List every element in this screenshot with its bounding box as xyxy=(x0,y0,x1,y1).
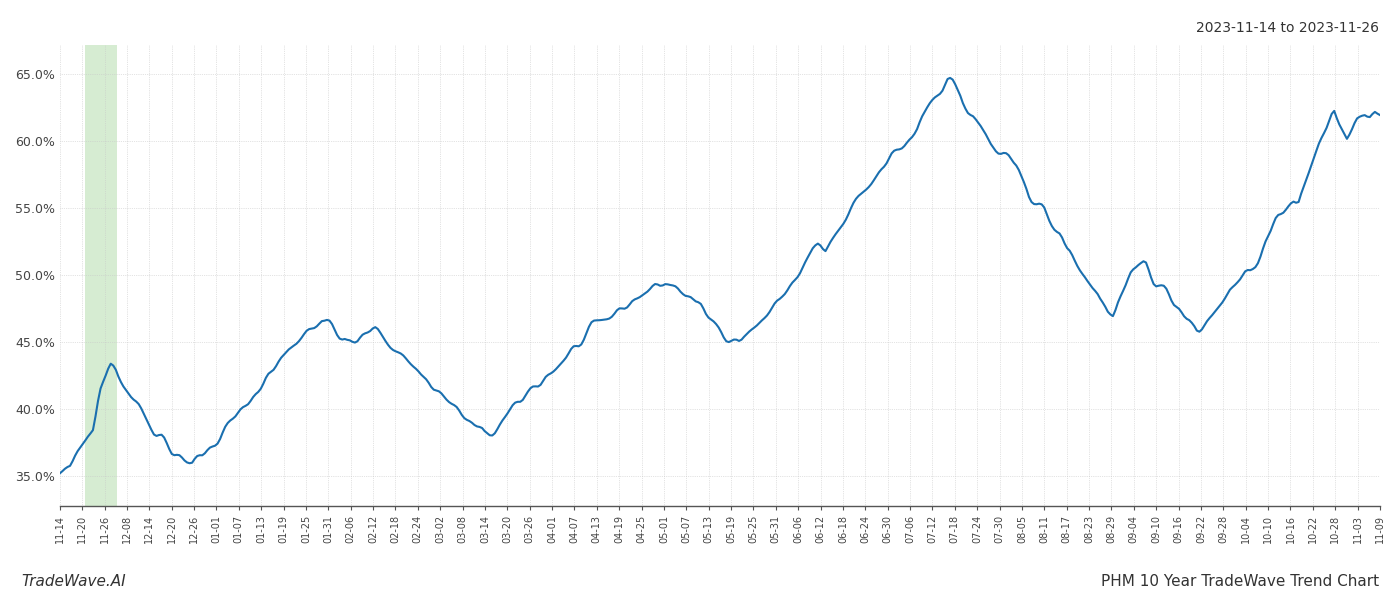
Text: TradeWave.AI: TradeWave.AI xyxy=(21,574,126,589)
Text: PHM 10 Year TradeWave Trend Chart: PHM 10 Year TradeWave Trend Chart xyxy=(1100,574,1379,589)
Text: 2023-11-14 to 2023-11-26: 2023-11-14 to 2023-11-26 xyxy=(1196,21,1379,35)
Bar xyxy=(85,45,116,506)
